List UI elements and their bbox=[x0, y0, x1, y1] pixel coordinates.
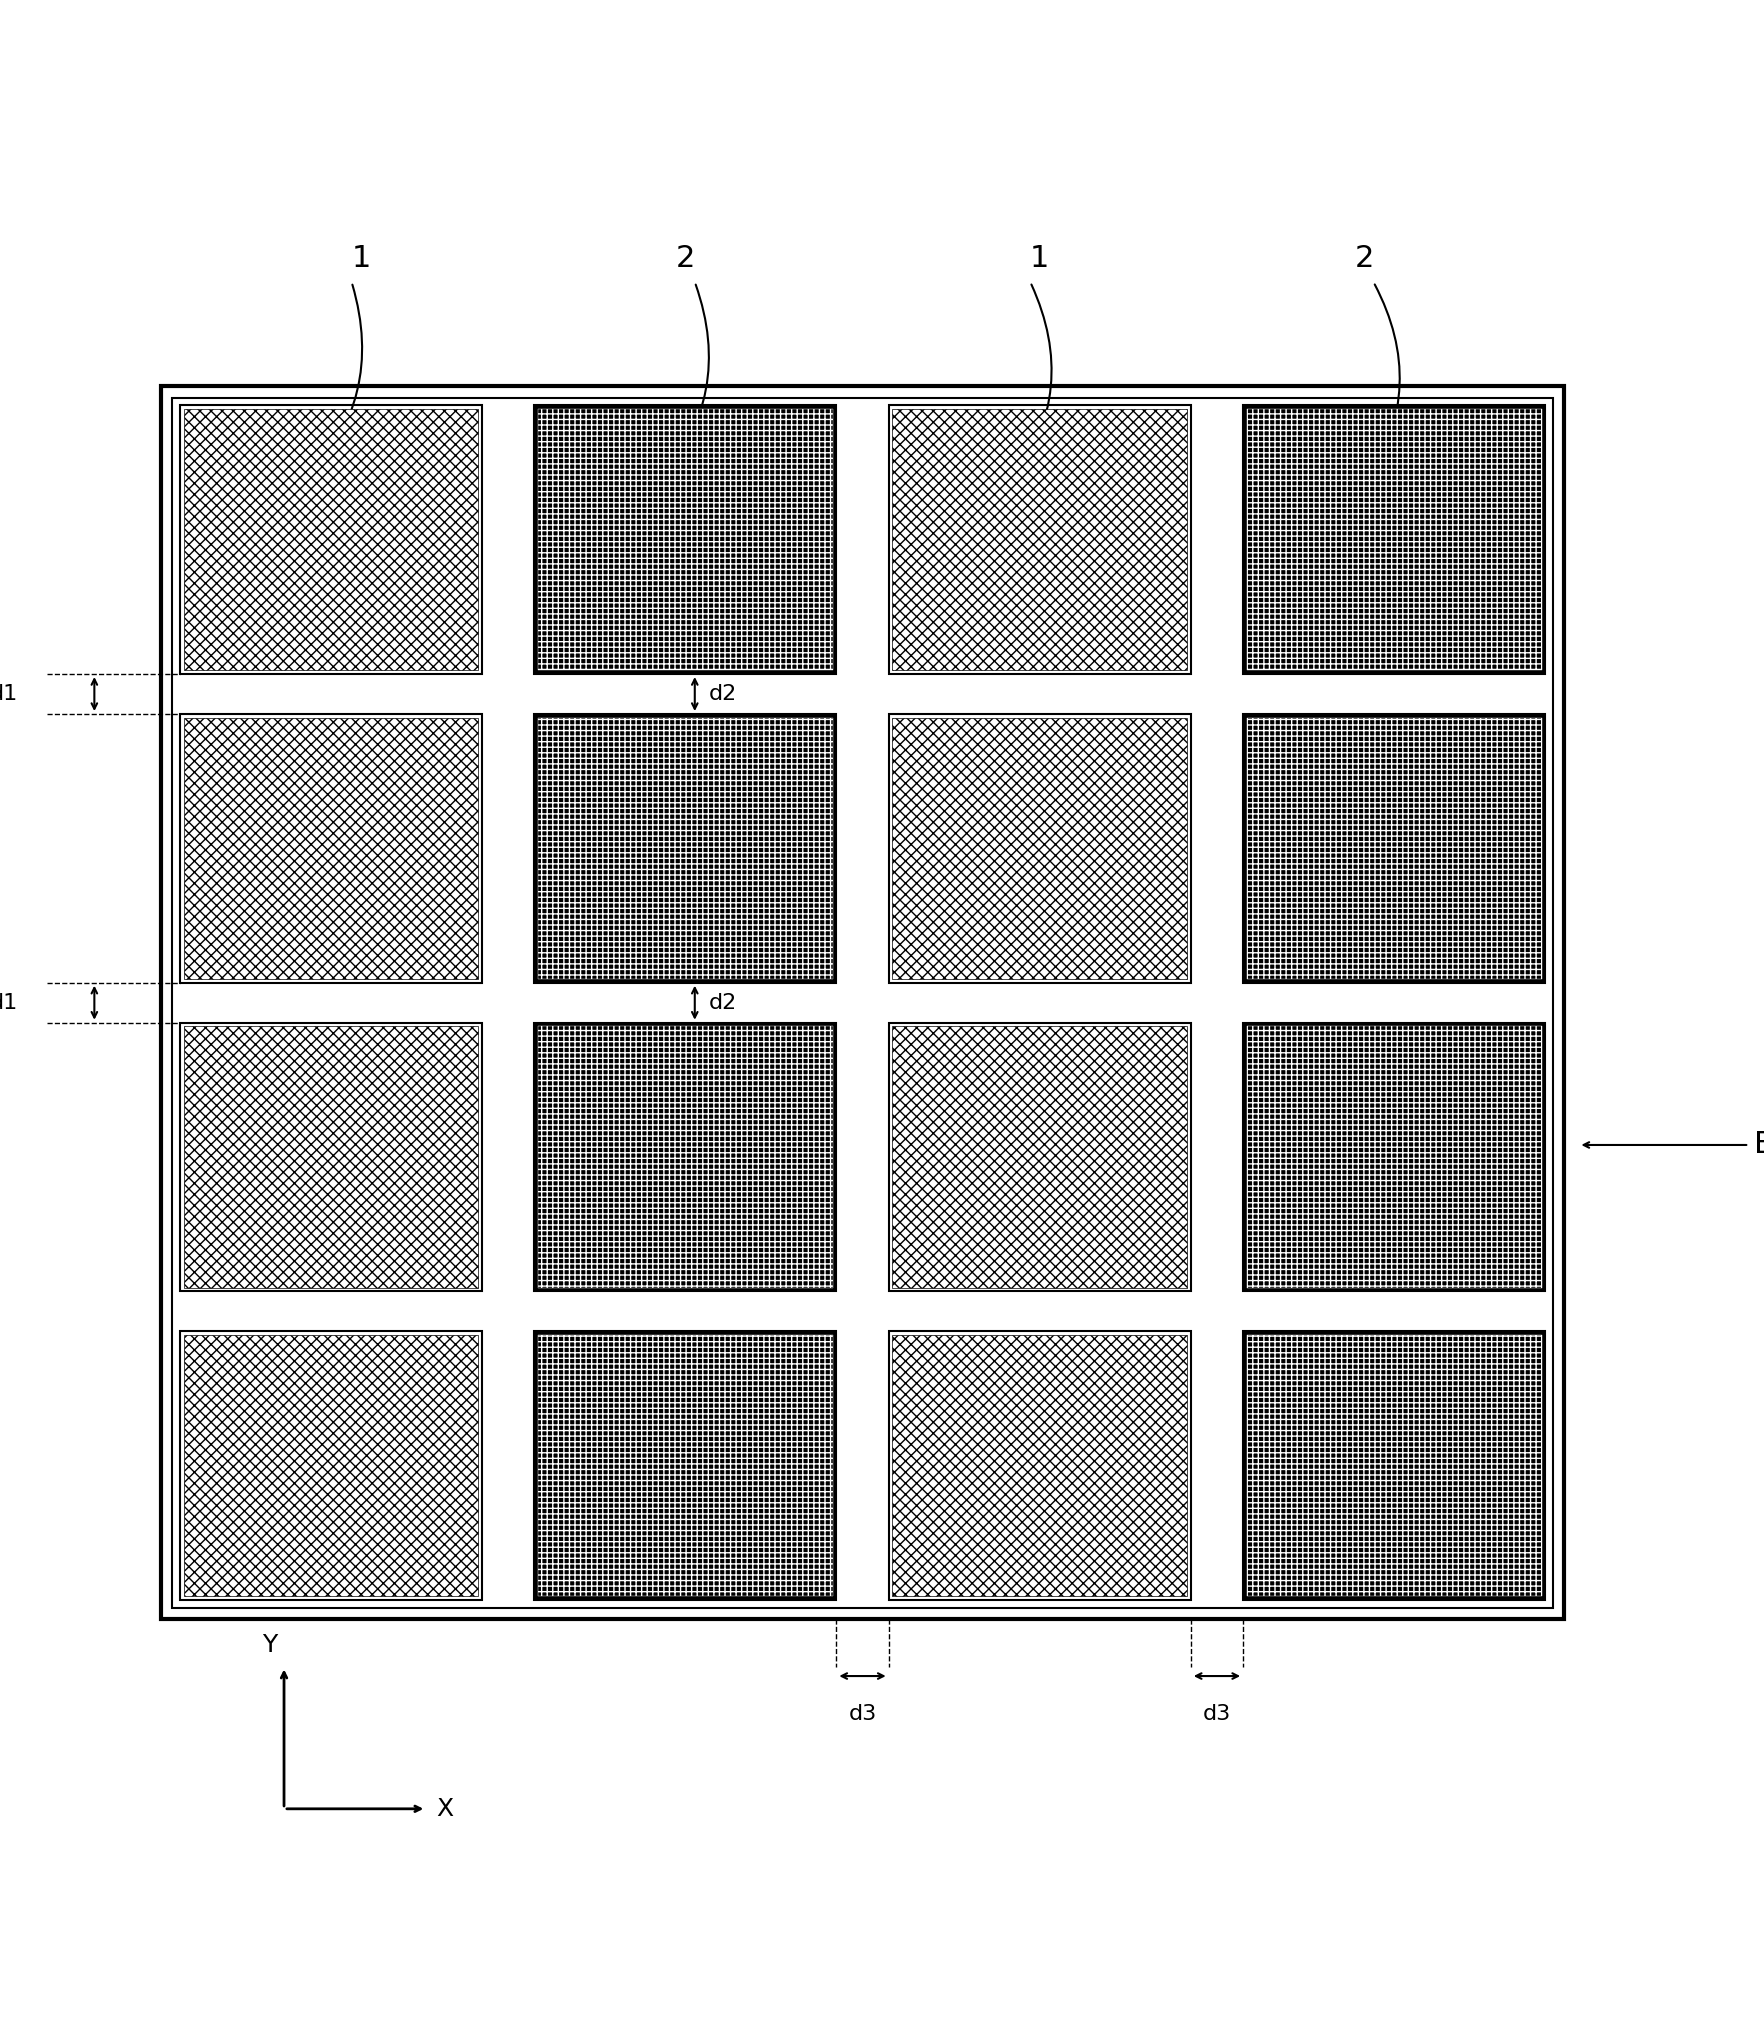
Bar bbox=[183, 408, 478, 671]
Text: d1: d1 bbox=[0, 685, 18, 703]
Bar bbox=[534, 404, 836, 675]
Bar bbox=[889, 1022, 1191, 1292]
Bar bbox=[893, 717, 1187, 979]
Bar bbox=[180, 404, 482, 675]
Bar bbox=[180, 1022, 482, 1292]
Bar bbox=[534, 404, 836, 675]
Text: 1: 1 bbox=[351, 244, 370, 272]
Bar bbox=[534, 713, 836, 983]
Bar bbox=[534, 1331, 836, 1599]
Bar bbox=[1244, 1022, 1545, 1292]
Bar bbox=[180, 1331, 482, 1599]
Bar bbox=[893, 1026, 1187, 1288]
Text: B: B bbox=[1753, 1130, 1764, 1160]
Bar bbox=[1247, 408, 1542, 671]
Bar bbox=[889, 713, 1191, 983]
Bar bbox=[893, 408, 1187, 671]
Bar bbox=[889, 404, 1191, 675]
Bar bbox=[889, 404, 1191, 675]
Bar bbox=[538, 1026, 833, 1288]
Bar bbox=[889, 1331, 1191, 1599]
Text: 1: 1 bbox=[1030, 244, 1050, 272]
Bar bbox=[161, 386, 1565, 1620]
Bar bbox=[889, 1022, 1191, 1292]
Bar bbox=[1247, 717, 1542, 979]
Bar bbox=[1247, 1335, 1542, 1597]
Bar bbox=[534, 1022, 836, 1292]
Bar bbox=[173, 398, 1552, 1607]
Bar bbox=[1244, 713, 1545, 983]
Bar bbox=[538, 1335, 833, 1597]
Text: 2: 2 bbox=[1355, 244, 1374, 272]
Bar bbox=[1244, 1331, 1545, 1599]
Bar bbox=[889, 713, 1191, 983]
Bar bbox=[534, 1022, 836, 1292]
Text: X: X bbox=[436, 1796, 453, 1821]
Bar bbox=[893, 1335, 1187, 1597]
Bar bbox=[889, 1331, 1191, 1599]
Bar bbox=[183, 1026, 478, 1288]
Bar bbox=[180, 404, 482, 675]
Bar bbox=[183, 717, 478, 979]
Bar bbox=[1244, 1022, 1545, 1292]
Bar bbox=[1244, 404, 1545, 675]
Bar bbox=[538, 408, 833, 671]
Bar bbox=[1244, 404, 1545, 675]
Bar bbox=[180, 713, 482, 983]
Bar bbox=[183, 1335, 478, 1597]
Text: d2: d2 bbox=[709, 685, 737, 703]
Bar bbox=[538, 717, 833, 979]
Text: 2: 2 bbox=[676, 244, 695, 272]
Text: d1: d1 bbox=[0, 994, 18, 1012]
Bar bbox=[534, 713, 836, 983]
Bar bbox=[180, 713, 482, 983]
Text: d2: d2 bbox=[709, 994, 737, 1012]
Bar bbox=[1244, 713, 1545, 983]
Text: d3: d3 bbox=[1203, 1705, 1231, 1725]
Text: Y: Y bbox=[263, 1634, 277, 1656]
Bar bbox=[1247, 1026, 1542, 1288]
Bar bbox=[180, 1022, 482, 1292]
Text: d3: d3 bbox=[848, 1705, 877, 1725]
Bar bbox=[180, 1331, 482, 1599]
Bar bbox=[1244, 1331, 1545, 1599]
Bar bbox=[534, 1331, 836, 1599]
